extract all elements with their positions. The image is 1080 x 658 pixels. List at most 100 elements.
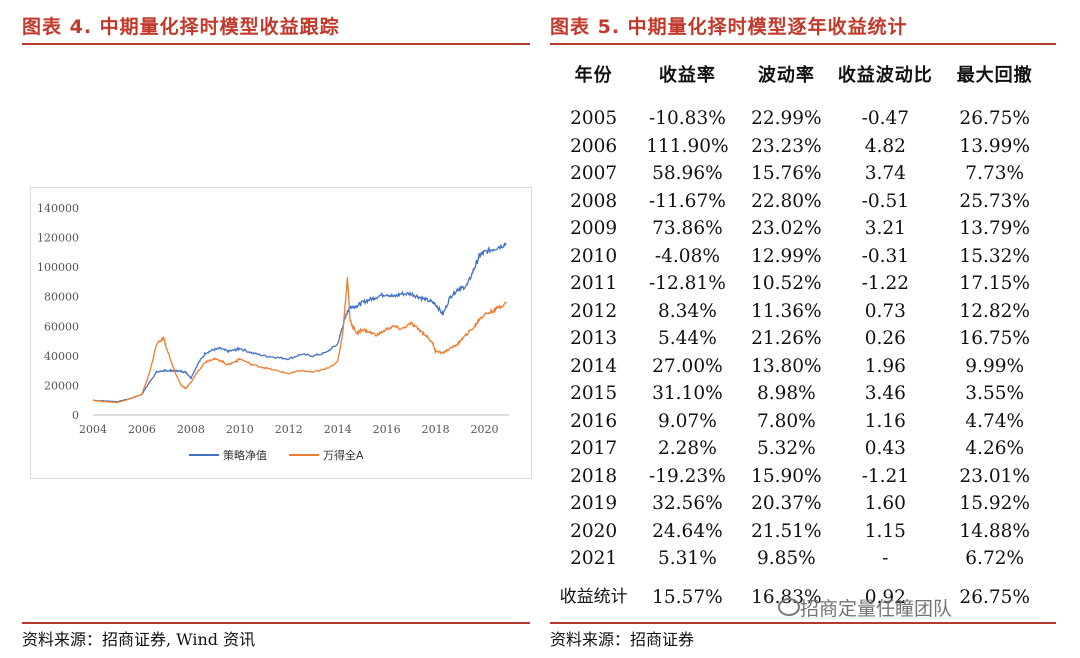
x-tick-label: 2012 xyxy=(275,423,303,436)
cell-ratio: 0.73 xyxy=(864,300,906,322)
table-row: 2009 73.86% 23.02% 3.21 13.79% xyxy=(552,215,1052,243)
y-tick-label: 100000 xyxy=(37,261,79,274)
watermark: 招商定量任瞳团队 xyxy=(800,598,953,620)
cell-return: -19.23% xyxy=(649,465,726,487)
x-tick-label: 2010 xyxy=(226,423,254,436)
cell-volatility: 22.99% xyxy=(751,108,822,130)
cell-volatility: 9.85% xyxy=(756,548,816,570)
table-row: 2017 2.28% 5.32% 0.43 4.26% xyxy=(552,435,1052,463)
table-row: 2013 5.44% 21.26% 0.26 16.75% xyxy=(552,325,1052,353)
table-row: 2020 24.64% 21.51% 1.15 14.88% xyxy=(552,518,1052,546)
cell-year: 2020 xyxy=(570,520,618,542)
cell-return: -11.67% xyxy=(649,190,726,212)
table-row: 2015 31.10% 8.98% 3.46 3.55% xyxy=(552,380,1052,408)
cell-drawdown: 4.26% xyxy=(965,438,1025,460)
right-top-divider xyxy=(550,43,1056,45)
cell-volatility: 5.32% xyxy=(756,438,816,460)
cell-year: 2019 xyxy=(570,493,618,515)
cell-drawdown: 3.55% xyxy=(965,383,1025,405)
cell-drawdown: 16.75% xyxy=(959,328,1030,350)
cell-year: 2009 xyxy=(570,218,618,240)
cell-return: 32.56% xyxy=(652,493,723,515)
cell-drawdown: 14.88% xyxy=(959,520,1030,542)
cell-ratio: 4.82 xyxy=(864,135,906,157)
cell-ratio: 3.74 xyxy=(864,163,906,185)
cell-drawdown: 25.73% xyxy=(959,190,1030,212)
cell-year: 2010 xyxy=(570,245,618,267)
cell-year: 2011 xyxy=(570,273,618,295)
y-tick-label: 140000 xyxy=(37,202,79,215)
table-row: 2007 58.96% 15.76% 3.74 7.73% xyxy=(552,160,1052,188)
y-tick-label: 40000 xyxy=(44,350,79,363)
cell-return: 8.34% xyxy=(658,300,717,322)
table-body: 2005 -10.83% 22.99% -0.47 26.75% 2006 111.90% 2… xyxy=(552,105,1052,623)
cell-return: 24.64% xyxy=(652,520,723,542)
header-year: 年份 xyxy=(574,65,613,86)
cell-year: 2006 xyxy=(570,135,618,157)
y-tick-label: 60000 xyxy=(44,320,79,333)
cell-return: -4.08% xyxy=(654,245,720,267)
annual-stats-table: 年份 收益率 波动率 收益波动比 最大回撤 2005 -10.83% 22.99% -… xyxy=(552,47,1052,623)
cell-return: 9.07% xyxy=(658,410,717,432)
cell-ratio: 3.21 xyxy=(864,218,906,240)
summary-ratio: 0.92 xyxy=(864,587,906,608)
table-row: 2014 27.00% 13.80% 1.96 9.99% xyxy=(552,353,1052,381)
cell-volatility: 21.26% xyxy=(751,328,822,350)
cell-drawdown: 4.74% xyxy=(965,410,1025,432)
x-tick-label: 2004 xyxy=(79,423,107,436)
table-row: 2010 -4.08% 12.99% -0.31 15.32% xyxy=(552,243,1052,271)
summary-label: 收益统计 xyxy=(559,587,628,607)
cell-drawdown: 17.15% xyxy=(959,273,1030,295)
left-source-note: 资料来源：招商证券, Wind 资讯 xyxy=(22,630,256,649)
x-tick-label: 2014 xyxy=(324,423,352,436)
cell-ratio: - xyxy=(882,548,889,570)
cell-volatility: 23.02% xyxy=(751,218,822,240)
left-bottom-divider xyxy=(22,622,530,624)
cell-volatility: 12.99% xyxy=(751,245,822,267)
x-tick-label: 2018 xyxy=(422,423,450,436)
cell-ratio: -0.51 xyxy=(861,190,910,212)
cell-drawdown: 13.79% xyxy=(959,218,1030,240)
cell-ratio: 1.16 xyxy=(864,410,906,432)
legend-label: 策略净值 xyxy=(223,448,267,462)
cell-drawdown: 15.92% xyxy=(959,493,1030,515)
cell-year: 2005 xyxy=(570,108,618,130)
cell-ratio: -1.22 xyxy=(861,273,910,295)
table-row: 2006 111.90% 23.23% 4.82 13.99% xyxy=(552,133,1052,161)
cell-return: 111.90% xyxy=(646,135,729,157)
cell-year: 2012 xyxy=(570,300,618,322)
x-tick-label: 2008 xyxy=(177,423,205,436)
x-tick-label: 2016 xyxy=(373,423,401,436)
header-max-drawdown: 最大回撤 xyxy=(956,65,1033,86)
cell-volatility: 15.76% xyxy=(751,163,822,185)
y-tick-label: 20000 xyxy=(44,379,79,392)
table-row: 2019 32.56% 20.37% 1.60 15.92% xyxy=(552,490,1052,518)
cell-drawdown: 26.75% xyxy=(959,108,1030,130)
cell-return: 31.10% xyxy=(652,383,723,405)
summary-row: 收益统计 15.57% 16.83% 0.92 26.75% xyxy=(552,573,1052,623)
cell-volatility: 10.52% xyxy=(751,273,822,295)
table-row: 2008 -11.67% 22.80% -0.51 25.73% xyxy=(552,188,1052,216)
cell-ratio: -1.21 xyxy=(861,465,910,487)
table-row: 2021 5.31% 9.85% - 6.72% xyxy=(552,545,1052,573)
cell-year: 2007 xyxy=(570,163,618,185)
header-return: 收益率 xyxy=(658,65,716,86)
cell-return: 58.96% xyxy=(652,163,723,185)
strategy-chart: 0 20000 40000 60000 80000 100000 120000 140000 2… xyxy=(30,187,532,479)
wechat-icon xyxy=(778,598,800,616)
cell-year: 2013 xyxy=(570,328,618,350)
y-tick-label: 120000 xyxy=(37,232,79,245)
cell-volatility: 11.36% xyxy=(751,300,822,322)
series-line-0 xyxy=(92,241,507,403)
cell-ratio: -0.31 xyxy=(861,245,910,267)
series-line-1 xyxy=(92,276,507,404)
cell-year: 2017 xyxy=(570,438,618,460)
cell-return: -10.83% xyxy=(649,108,726,130)
y-tick-label: 0 xyxy=(72,409,79,422)
cell-drawdown: 6.72% xyxy=(965,548,1025,570)
x-tick-label: 2020 xyxy=(471,423,499,436)
cell-drawdown: 9.99% xyxy=(965,355,1025,377)
table-row: 2012 8.34% 11.36% 0.73 12.82% xyxy=(552,298,1052,326)
left-top-divider xyxy=(22,43,530,45)
header-volatility: 波动率 xyxy=(757,65,815,86)
